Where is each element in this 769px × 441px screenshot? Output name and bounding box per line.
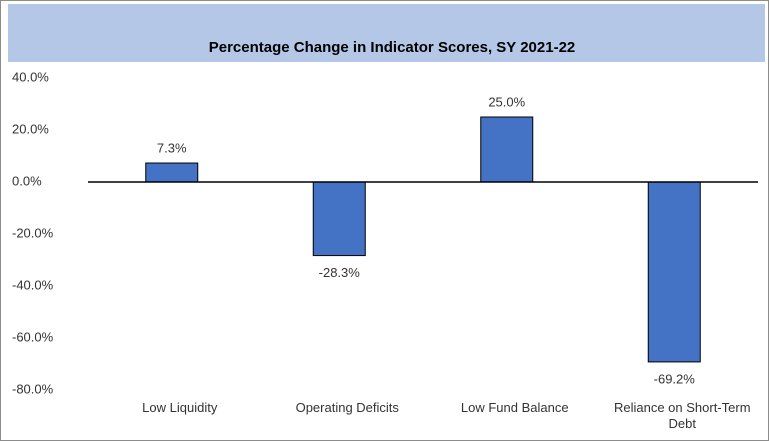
data-label: 7.3% xyxy=(157,140,187,155)
x-tick-label: Operating Deficits xyxy=(295,400,399,415)
y-tick-label: 0.0% xyxy=(12,173,42,188)
title-band xyxy=(8,4,765,62)
y-tick-label: 40.0% xyxy=(12,69,49,84)
y-tick-label: -40.0% xyxy=(12,277,54,292)
y-tick-label: -60.0% xyxy=(12,329,54,344)
x-tick-label: Low Liquidity xyxy=(142,400,218,415)
data-label: 25.0% xyxy=(488,94,525,109)
x-tick-label: Reliance on Short-Term Debt xyxy=(613,400,751,431)
y-tick-label: -20.0% xyxy=(12,225,54,240)
x-tick-label: Low Fund Balance xyxy=(460,400,569,415)
chart-title: Percentage Change in Indicator Scores, S… xyxy=(209,39,576,56)
bar xyxy=(312,181,366,257)
data-label: -69.2% xyxy=(654,371,696,386)
bar xyxy=(480,116,534,183)
y-tick-label: -80.0% xyxy=(12,381,54,396)
y-tick-label: 20.0% xyxy=(12,121,49,136)
bar xyxy=(647,181,701,363)
data-label: -28.3% xyxy=(319,265,361,280)
bar xyxy=(145,162,199,183)
